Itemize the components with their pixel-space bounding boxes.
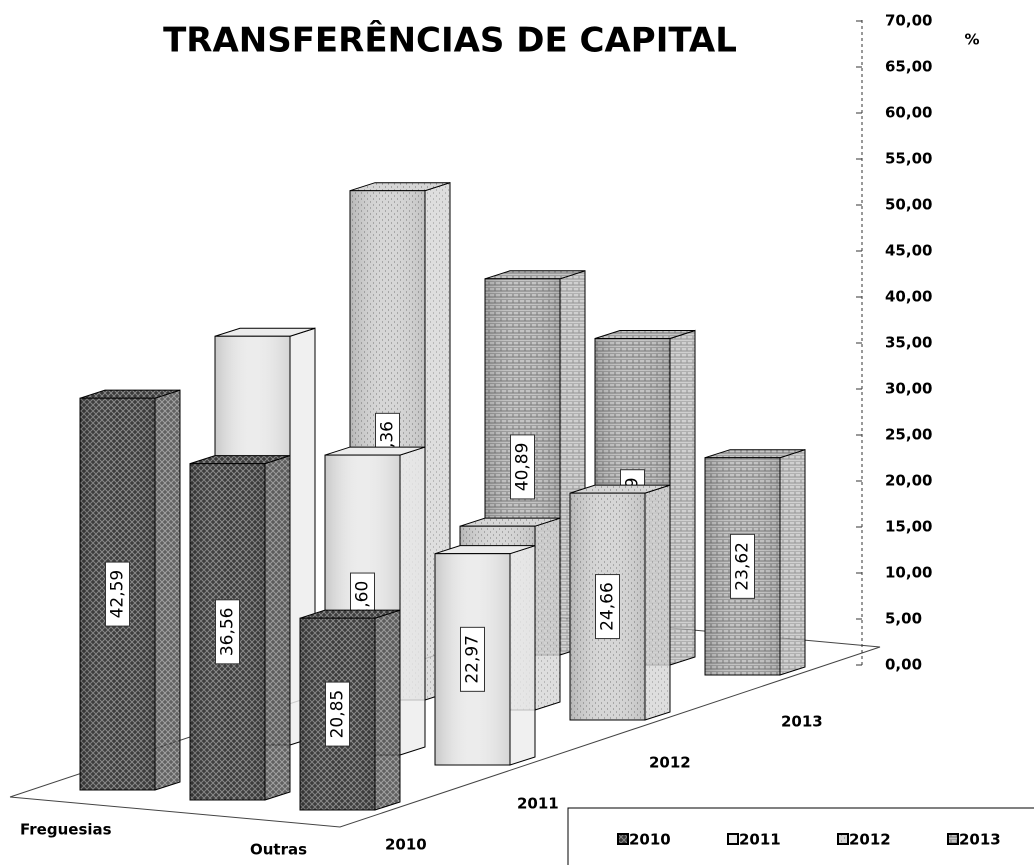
y-tick-label: 30,00 [885, 380, 932, 398]
legend-label: 2011 [739, 831, 781, 849]
bar-side [779, 449, 806, 676]
x-tick-label: Freguesias [20, 821, 112, 839]
y-tick-label: 10,00 [885, 564, 932, 582]
bar-side [399, 446, 426, 756]
value-label-box [325, 681, 350, 747]
bar-side [509, 544, 536, 766]
legend-label: 2010 [629, 831, 671, 849]
value-label-box [105, 561, 130, 627]
depth-tick-label: 2010 [385, 836, 427, 854]
value-label: 36,56 [218, 607, 238, 656]
value-label-box [215, 599, 240, 665]
value-label: 23,62 [733, 542, 753, 591]
value-label-box [510, 434, 535, 500]
y-tick-label: 50,00 [885, 196, 932, 214]
value-label-box [730, 533, 755, 599]
y-tick-label: 5,00 [885, 610, 922, 628]
legend-swatch [837, 833, 849, 845]
y-tick-label: 60,00 [885, 104, 932, 122]
depth-tick-label: 2012 [649, 754, 691, 772]
y-tick-label: 0,00 [885, 656, 922, 674]
legend-label: 2012 [849, 831, 891, 849]
y-tick-label: 25,00 [885, 426, 932, 444]
legend-label: 2013 [959, 831, 1001, 849]
value-label-box [460, 626, 485, 692]
depth-tick-label: 2013 [781, 713, 823, 731]
axis-unit: % [964, 31, 979, 49]
depth-tick-label: 2011 [517, 795, 559, 813]
y-tick-label: 20,00 [885, 472, 932, 490]
x-tick-label: Outras [250, 841, 307, 859]
y-tick-label: 45,00 [885, 242, 932, 260]
chart-title: TRANSFERÊNCIAS DE CAPITAL [163, 20, 737, 61]
bar-side [644, 484, 671, 721]
value-label-box [595, 574, 620, 640]
y-tick-label: 35,00 [885, 334, 932, 352]
legend-swatch [947, 833, 959, 845]
bar-side [264, 454, 291, 801]
legend-swatch [727, 833, 739, 845]
y-tick-label: 65,00 [885, 58, 932, 76]
y-tick-label: 70,00 [885, 12, 932, 30]
bar-side [154, 389, 181, 791]
value-label: 40,89 [513, 443, 533, 492]
y-tick-label: 15,00 [885, 518, 932, 536]
bar-side [669, 329, 696, 666]
value-label: 22,97 [463, 635, 483, 684]
legend-swatch [617, 833, 629, 845]
value-label: 42,59 [108, 570, 128, 619]
y-tick-label: 40,00 [885, 288, 932, 306]
bar-side [374, 609, 401, 811]
bar-side [534, 517, 561, 711]
y-tick-label: 55,00 [885, 150, 932, 168]
value-label: 24,66 [598, 582, 618, 631]
value-label: 20,85 [328, 690, 348, 739]
